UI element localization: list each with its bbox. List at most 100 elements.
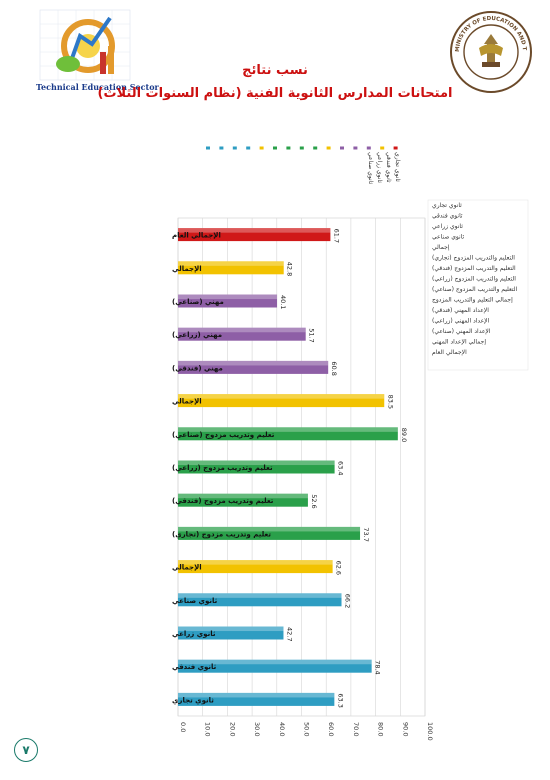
chart-labels: 0.0 10.0 20.0 30.0 40.0 50.0 60.0 70.0 80.0 90.0 1… bbox=[172, 229, 434, 741]
bar-highlight bbox=[178, 294, 278, 300]
legend-entry: الإعداد المهني (صناعي) bbox=[432, 328, 491, 335]
category-label: الإجمالي bbox=[172, 398, 202, 406]
category-label: ثانوي زراعي bbox=[172, 630, 216, 638]
legend-top-label: ثانوي تجاري bbox=[394, 152, 401, 182]
bar bbox=[178, 460, 335, 474]
bar bbox=[178, 228, 331, 242]
category-label: تعليم وتدريب مزدوج (صناعي) bbox=[172, 431, 275, 439]
category-label: الإجمالي bbox=[172, 265, 202, 273]
legend-entry: التعليم والتدريب المزدوج (زراعي) bbox=[432, 276, 516, 283]
category-label: تعليم وتدريب مزدوج (تجاري) bbox=[172, 530, 271, 538]
category-label: الإجمالي العام bbox=[172, 232, 221, 240]
legend-entry: إجمالي التعليم والتدريب المزدوج bbox=[432, 297, 513, 304]
bar-highlight bbox=[178, 526, 361, 532]
bar bbox=[178, 360, 329, 374]
page-header: Technical Education Sector MINISTRY OF E… bbox=[0, 0, 550, 150]
legend-top-label: ثانوي زراعي bbox=[376, 152, 383, 183]
category-label: تعليم وتدريب مزدوج (فندقي) bbox=[172, 497, 274, 505]
bar bbox=[178, 626, 284, 640]
legend-top-label: ثانوي صناعي bbox=[367, 152, 374, 185]
bar bbox=[178, 526, 361, 540]
bar-highlight bbox=[178, 427, 398, 432]
bar-value-label: 60.8 bbox=[330, 361, 338, 375]
bar-value-label: 83.5 bbox=[386, 395, 394, 409]
legend-entry: إجمالي الإعداد المهني bbox=[432, 339, 486, 346]
bar bbox=[178, 394, 385, 408]
bar-value-label: 40.1 bbox=[279, 295, 287, 309]
category-label: ثانوي فندقي bbox=[172, 663, 217, 671]
bar-value-label: 42.7 bbox=[285, 627, 293, 641]
bar-highlight bbox=[178, 327, 306, 333]
bar-highlight bbox=[178, 659, 372, 665]
bar-value-label: 61.7 bbox=[332, 229, 340, 243]
bar-highlight bbox=[178, 228, 331, 233]
category-label: تعليم وتدريب مزدوج (زراعي) bbox=[172, 464, 273, 472]
legend-entry: ثانوي فندقي bbox=[432, 213, 463, 220]
bar-highlight bbox=[178, 360, 329, 366]
bar-highlight bbox=[178, 593, 342, 598]
x-tick-label: 60.0 bbox=[327, 722, 335, 736]
page-number: ٧ bbox=[14, 738, 38, 762]
x-tick-label: 90.0 bbox=[401, 722, 409, 736]
page-title: نسب نتائج bbox=[242, 63, 308, 78]
x-tick-label: 40.0 bbox=[278, 722, 286, 736]
bar bbox=[178, 659, 372, 673]
ministry-seal: MINISTRY OF EDUCATION AND TECHNICAL bbox=[449, 10, 532, 93]
bar bbox=[178, 327, 306, 341]
bar bbox=[178, 560, 333, 574]
legend-entry: ثانوي تجاري bbox=[432, 202, 462, 209]
bar bbox=[178, 493, 308, 507]
category-label: مهني (زراعي) bbox=[172, 331, 222, 339]
bar-highlight bbox=[178, 493, 308, 499]
legend-entry: التعليم والتدريب المزدوج (صناعي) bbox=[432, 286, 518, 293]
bar-value-label: 62.6 bbox=[335, 561, 343, 575]
bar-value-label: 78.4 bbox=[374, 660, 382, 674]
category-label: ثانوي تجاري bbox=[172, 696, 214, 704]
legend-entry: ثانوي صناعي bbox=[432, 234, 465, 241]
legend-entry: التعليم والتدريب المزدوج (تجاري) bbox=[432, 255, 515, 262]
legend-entry: الإجمالي العام bbox=[432, 349, 467, 356]
bar bbox=[178, 692, 335, 706]
bar-highlight bbox=[178, 394, 385, 399]
x-tick-label: 10.0 bbox=[204, 722, 212, 736]
legend-entry: التعليم والتدريب المزدوج (فندقي) bbox=[432, 265, 516, 272]
bar-highlight bbox=[178, 626, 284, 632]
legend-entry: إجمالي bbox=[432, 244, 450, 251]
bar bbox=[178, 294, 278, 308]
bar-value-label: 73.7 bbox=[362, 527, 370, 541]
category-label: مهني (فندقي) bbox=[172, 364, 223, 372]
bar-value-label: 51.7 bbox=[308, 328, 316, 342]
bar-value-label: 66.2 bbox=[344, 594, 352, 608]
x-tick-label: 0.0 bbox=[179, 722, 187, 732]
legend-top-label: ثانوي فندقي bbox=[385, 152, 392, 183]
x-tick-label: 20.0 bbox=[228, 722, 236, 736]
legend-entry: الإعداد المهني (فندقي) bbox=[432, 307, 489, 314]
bar-value-label: 63.3 bbox=[336, 693, 344, 707]
legend-frame bbox=[427, 199, 529, 371]
x-tick-label: 100.0 bbox=[426, 722, 434, 741]
bar-highlight bbox=[178, 560, 333, 565]
bar-value-label: 42.8 bbox=[286, 262, 294, 276]
bar bbox=[178, 593, 342, 607]
bar bbox=[178, 261, 284, 275]
bar-value-label: 89.0 bbox=[400, 428, 408, 442]
chart-bars bbox=[178, 228, 398, 706]
category-label: ثانوي صناعي bbox=[172, 597, 218, 605]
technical-education-sector-logo bbox=[39, 9, 131, 81]
legend-entry: الإعداد المهني (زراعي) bbox=[432, 318, 490, 325]
x-tick-label: 30.0 bbox=[253, 722, 261, 736]
bar-value-label: 52.6 bbox=[310, 494, 318, 508]
x-tick-label: 50.0 bbox=[303, 722, 311, 736]
category-label: مهني (صناعي) bbox=[172, 298, 224, 306]
bar-highlight bbox=[178, 460, 335, 466]
bar bbox=[178, 427, 398, 441]
x-tick-label: 80.0 bbox=[377, 722, 385, 736]
page-subtitle: امتحانات المدارس الثانوية الفنية (نظام ا… bbox=[97, 86, 453, 101]
sector-logo-text: Technical Education Sector bbox=[36, 82, 159, 92]
category-label: الإجمالي bbox=[172, 564, 202, 572]
bar-value-label: 63.4 bbox=[337, 461, 345, 475]
bar-highlight bbox=[178, 692, 335, 698]
legend-entry: ثانوي زراعي bbox=[432, 223, 463, 230]
x-tick-label: 70.0 bbox=[352, 722, 360, 736]
